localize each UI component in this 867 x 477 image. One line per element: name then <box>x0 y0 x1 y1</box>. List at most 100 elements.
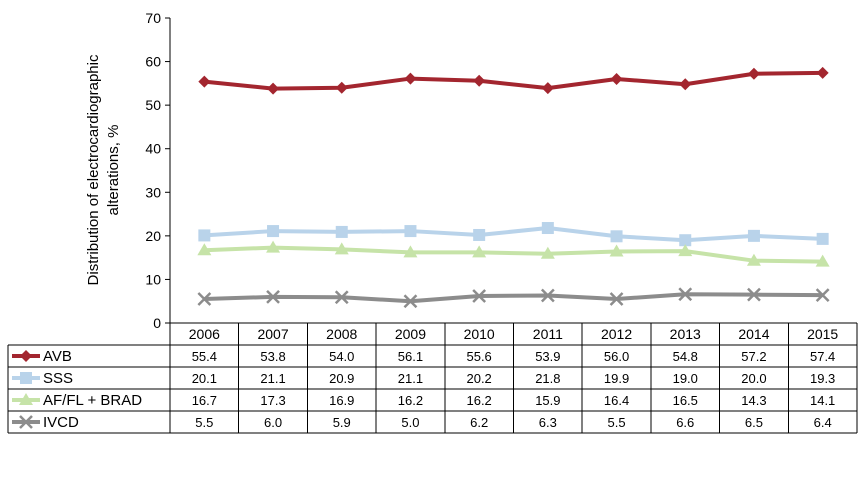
data-value-label: 56.1 <box>398 349 423 364</box>
y-axis-title: Distribution of electrocardiographic alt… <box>85 54 122 285</box>
data-value-label: 19.9 <box>604 371 629 386</box>
x-category-label: 2015 <box>807 326 838 342</box>
series-line-ivcd <box>204 292 823 304</box>
data-point <box>198 75 211 88</box>
data-value-label: 16.7 <box>192 393 217 408</box>
data-value-label: 16.2 <box>466 393 491 408</box>
data-value-label: 57.2 <box>741 349 766 364</box>
data-point <box>472 245 487 258</box>
data-point <box>747 229 760 242</box>
data-value-label: 20.9 <box>329 371 354 386</box>
data-point <box>679 234 692 247</box>
data-value-label: 15.9 <box>535 393 560 408</box>
data-point <box>334 290 349 305</box>
x-category-label: 2009 <box>395 326 426 342</box>
data-point <box>473 228 486 241</box>
data-point <box>746 253 761 266</box>
data-value-label: 20.0 <box>741 371 766 386</box>
data-value-label: 14.3 <box>741 393 766 408</box>
x-category-label: 2012 <box>601 326 632 342</box>
data-point <box>610 73 623 85</box>
data-value-label: 16.4 <box>604 393 629 408</box>
data-value-label: 19.0 <box>673 371 698 386</box>
y-tick-label: 50 <box>145 97 161 113</box>
data-point <box>815 288 830 302</box>
data-value-label: 16.2 <box>398 393 423 408</box>
data-point <box>540 246 555 259</box>
data-point <box>815 254 830 267</box>
y-tick-label: 20 <box>145 228 161 244</box>
data-point <box>747 287 761 302</box>
legend-label: SSS <box>43 370 73 387</box>
data-value-label: 5.9 <box>333 415 351 430</box>
data-value-label: 21.1 <box>260 371 285 386</box>
y-tick-label: 30 <box>145 184 161 200</box>
x-category-label: 2007 <box>257 326 288 342</box>
y-tick-label: 40 <box>145 141 161 157</box>
y-tick-label: 60 <box>145 54 161 70</box>
data-value-label: 6.3 <box>539 415 557 430</box>
data-point <box>678 287 693 302</box>
data-value-label: 16.5 <box>673 393 698 408</box>
data-value-label: 55.6 <box>466 349 491 364</box>
data-point <box>403 294 418 309</box>
data-value-label: 53.8 <box>260 349 285 364</box>
data-point <box>679 78 692 91</box>
data-value-label: 14.1 <box>810 393 835 408</box>
x-category-label: 2008 <box>326 326 357 342</box>
data-point <box>197 243 212 256</box>
data-value-label: 6.4 <box>814 415 832 430</box>
data-point <box>609 244 624 257</box>
data-value-label: 17.3 <box>260 393 285 408</box>
data-value-label: 5.0 <box>401 415 419 430</box>
data-point <box>540 288 555 303</box>
data-point <box>816 66 829 79</box>
legend-key-marker <box>20 372 32 384</box>
data-value-label: 6.5 <box>745 415 763 430</box>
y-tick-label: 10 <box>145 271 161 287</box>
data-value-label: 54.0 <box>329 349 354 364</box>
x-category-label: 2014 <box>738 326 769 342</box>
series-line-avb <box>204 70 823 91</box>
y-axis: 0 10 20 30 40 50 60 70 <box>145 10 171 331</box>
data-point <box>610 230 623 243</box>
data-value-label: 20.1 <box>192 371 217 386</box>
legend-key-marker <box>20 350 32 362</box>
data-point <box>747 67 760 80</box>
y-axis-title-line-1: Distribution of electrocardiographic <box>85 54 102 285</box>
data-point <box>541 82 554 95</box>
data-point <box>197 292 212 306</box>
data-point <box>335 225 348 238</box>
data-point <box>404 72 417 85</box>
data-point <box>678 244 693 257</box>
data-value-label: 55.4 <box>192 349 217 364</box>
y-axis-title-line-2: alterations, % <box>105 125 122 216</box>
data-point <box>404 225 417 238</box>
data-value-label: 6.6 <box>676 415 694 430</box>
data-value-label: 16.9 <box>329 393 354 408</box>
legend-label: IVCD <box>43 414 79 431</box>
y-tick-label: 0 <box>153 315 161 331</box>
data-value-label: 21.8 <box>535 371 560 386</box>
data-value-label: 6.2 <box>470 415 488 430</box>
data-point <box>266 289 280 304</box>
data-point <box>198 229 211 242</box>
x-category-label: 2010 <box>464 326 495 342</box>
data-point <box>473 74 486 87</box>
series-lines <box>197 66 830 309</box>
data-point <box>816 232 829 245</box>
series-line-sss <box>204 226 823 243</box>
data-value-label: 57.4 <box>810 349 835 364</box>
data-value-label: 54.8 <box>673 349 698 364</box>
legend-label: AF/FL + BRAD <box>43 392 142 409</box>
data-point <box>335 81 348 94</box>
data-value-label: 21.1 <box>398 371 423 386</box>
series-line-af-fl-brad <box>204 245 823 264</box>
data-point <box>403 245 418 258</box>
data-value-label: 56.0 <box>604 349 629 364</box>
x-category-label: 2011 <box>533 326 563 342</box>
data-point <box>609 292 624 306</box>
legend-key-marker <box>19 393 33 405</box>
x-category-label: 2006 <box>189 326 220 342</box>
